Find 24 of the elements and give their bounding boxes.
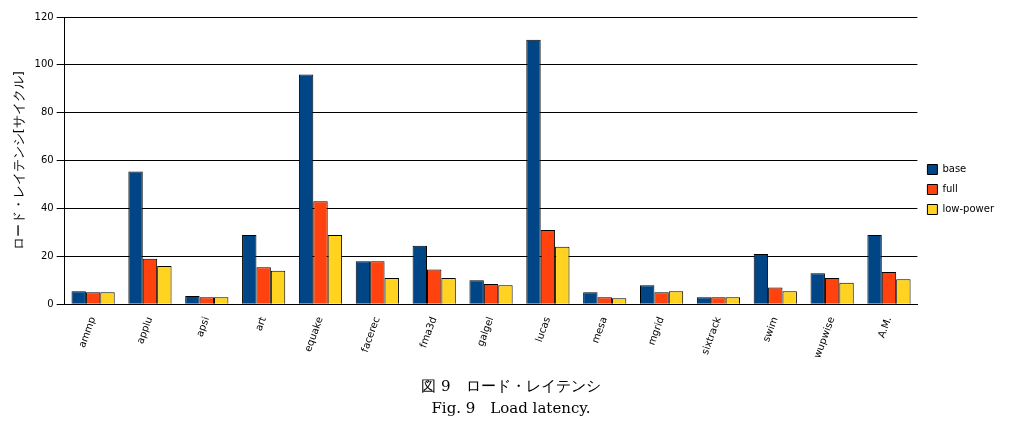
x-tick-label: ammp (76, 315, 98, 349)
x-tick-label: applu (134, 315, 155, 346)
x-tick-label: art (252, 315, 268, 333)
y-tick-label: 100 (34, 58, 54, 70)
x-tick-label: apsi (193, 315, 212, 339)
y-tick-label: 80 (40, 106, 54, 118)
y-tick-label: 20 (40, 250, 54, 262)
x-tick-label: mesa (589, 315, 610, 345)
caption: Fig. 9 Load latency. (430, 398, 592, 419)
x-tick-label: equake (301, 315, 325, 354)
legend-label: full (942, 183, 958, 195)
y-tick-label: 120 (34, 10, 54, 22)
legend-label: low-power (942, 203, 995, 215)
x-tick-label: A.M. (875, 315, 894, 340)
x-tick-label: swim (760, 315, 780, 344)
x-tick-label: mgrid (645, 315, 666, 347)
y-tick-label: 60 (40, 154, 54, 166)
x-tick-label: galgel (474, 315, 496, 348)
legend-label: base (942, 163, 967, 175)
y-axis-title: ロード・レイテンシ[サイクル] (11, 71, 27, 251)
caption: 図 9 ロード・レイテンシ (420, 376, 602, 397)
y-tick-label: 0 (47, 297, 54, 309)
x-tick-label: lucas (533, 315, 553, 344)
y-tick-label: 40 (40, 202, 54, 214)
